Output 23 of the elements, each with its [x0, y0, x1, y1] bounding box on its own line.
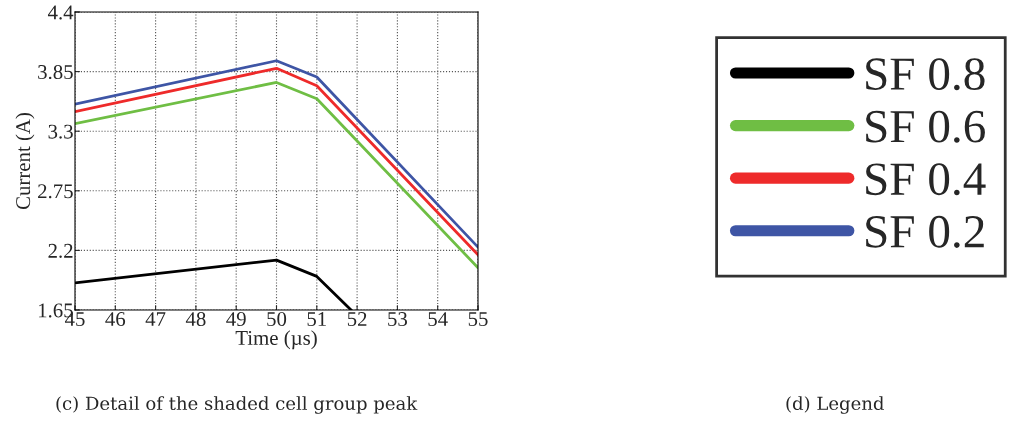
x-tick-label: 49: [226, 312, 246, 327]
x-tick-label: 51: [307, 312, 326, 327]
y-tick-label: 2.75: [38, 184, 73, 199]
x-tick-label: 47: [145, 312, 166, 326]
legend-label: SF 0.2: [866, 215, 984, 248]
y-tick-label: 2.2: [48, 243, 73, 258]
x-tick-label: 53: [388, 312, 407, 327]
text: (d) Legend: [786, 396, 884, 414]
x-tick-label: 54: [428, 312, 448, 327]
legend-label: SF 0.8: [866, 58, 985, 91]
x-tick-label: 50: [267, 311, 287, 327]
x-tick-label: 46: [105, 312, 126, 327]
y-tick-label: 3.3: [48, 124, 73, 139]
text: (c) Detail of the shaded cell group peak: [56, 396, 418, 414]
y-tick-label: 3.85: [38, 64, 73, 80]
x-tick-label: 52: [347, 312, 367, 327]
y-tick-label: 4.4: [47, 5, 74, 20]
x-tick-label: 48: [185, 311, 206, 327]
legend-label: SF 0.4: [866, 163, 986, 196]
x-tick-label: 55: [468, 312, 488, 327]
y-axis-title: Current (A): [15, 113, 35, 210]
legend-label: SF 0.6: [866, 110, 985, 143]
x-axis-title: Time (µs): [235, 330, 317, 350]
